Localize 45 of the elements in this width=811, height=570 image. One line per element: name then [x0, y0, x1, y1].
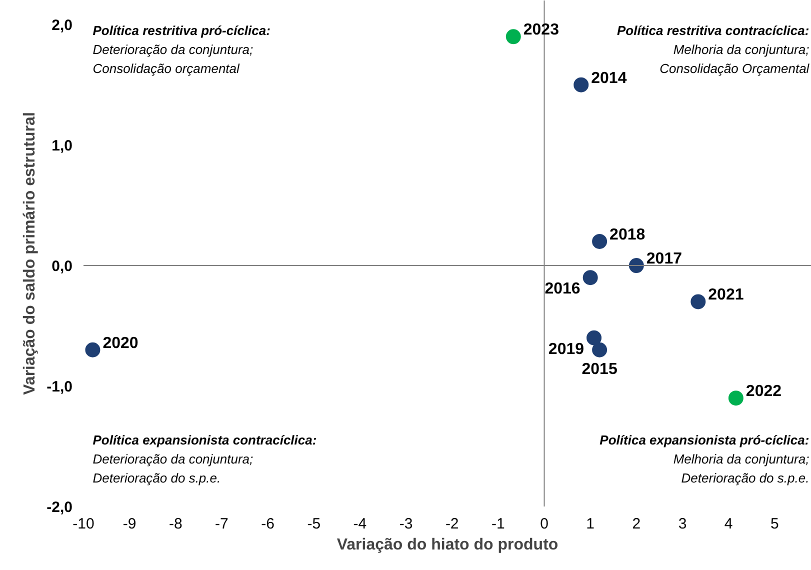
x-tick-label: 0 — [540, 516, 548, 532]
x-tick-label: -1 — [492, 516, 505, 532]
x-tick-label: -5 — [307, 516, 321, 532]
x-tick-label: 2 — [632, 516, 641, 532]
point — [690, 294, 706, 310]
y-tick-label: 0,0 — [52, 258, 73, 276]
x-tick-label: 5 — [770, 516, 779, 532]
x-axis-title: Variação do hiato do produto — [336, 536, 558, 554]
y-axis-title: Variação do saldo primário estrutural — [22, 112, 39, 395]
point — [506, 29, 521, 44]
annotation: 2018 — [610, 226, 646, 244]
point — [592, 234, 608, 249]
annotation: Política restritiva pró-cíclica: Deterioração da conjuntura; Consolidação orçamental — [92, 23, 270, 76]
x-tick-label: -10 — [72, 516, 94, 532]
x-tick-label: -3 — [399, 516, 413, 532]
x-tick-label: -2 — [445, 516, 459, 532]
point — [582, 270, 598, 286]
point — [574, 77, 589, 92]
annotation: 2015 — [582, 360, 618, 378]
point — [586, 330, 602, 346]
x-tick-label: -7 — [215, 516, 228, 532]
annotation: 2017 — [646, 250, 682, 268]
annotation: Política expansionista pró-cíclica: Melhoria da conjuntura; Deterioração do s.p.e. — [600, 432, 810, 486]
x-tick-label: -6 — [261, 516, 274, 532]
x-tick-label: -8 — [168, 516, 182, 532]
y-tick-label: 2,0 — [52, 17, 73, 34]
annotation: 2019 — [548, 340, 584, 358]
annotation: 2016 — [544, 280, 580, 298]
point — [592, 342, 608, 358]
x-tick-label: 4 — [724, 516, 733, 532]
point — [85, 342, 100, 358]
annotation: 2023 — [523, 22, 560, 39]
y-tick-label: 1,0 — [52, 138, 73, 155]
point — [728, 390, 744, 406]
x-tick-label: -9 — [122, 516, 136, 532]
annotation: 2020 — [102, 334, 138, 352]
annotation: Política expansionista contracíclica: Deterioração da conjuntura; Deterioração do s.p.e. — [92, 432, 317, 486]
y-tick-label: -2,0 — [46, 499, 73, 516]
annotation: 2021 — [708, 286, 744, 304]
x-tick-label: 1 — [586, 516, 595, 532]
x-tick-label: -4 — [353, 516, 367, 532]
y-tick-label: -1,0 — [46, 378, 73, 396]
annotation: 2022 — [746, 383, 782, 400]
x-tick-label: 3 — [678, 516, 687, 532]
point — [628, 258, 644, 274]
